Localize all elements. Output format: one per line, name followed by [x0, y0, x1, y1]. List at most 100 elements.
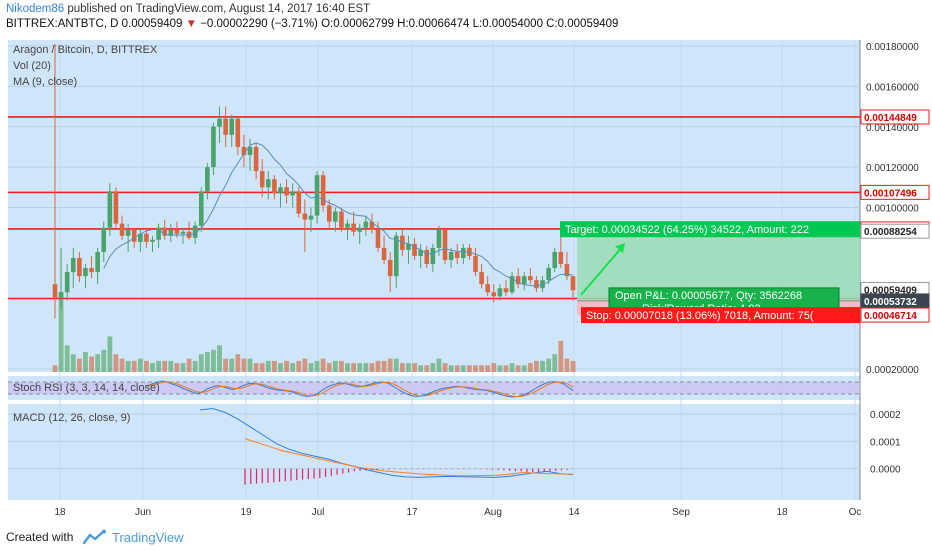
price-tick-label: 0.00120000 — [866, 163, 919, 174]
candle-body — [454, 251, 460, 258]
stoch-band — [8, 382, 860, 394]
volume-bar — [320, 358, 326, 372]
volume-bar — [198, 354, 204, 372]
candle-body — [229, 118, 235, 135]
tradingview-brand[interactable]: TradingView — [112, 530, 184, 545]
time-tick-label: Sep — [672, 507, 690, 518]
candle-body — [119, 223, 125, 236]
volume-bar — [552, 354, 558, 372]
candle-body — [150, 239, 155, 242]
volume-bar — [253, 363, 259, 372]
stop-label-box — [581, 307, 860, 324]
candle-body — [58, 292, 64, 299]
price-tag-label: 0.00046714 — [864, 311, 917, 322]
author-link[interactable]: Nikodem86 — [6, 3, 65, 15]
volume-bar — [454, 365, 460, 372]
time-tick-label: Jun — [135, 507, 151, 518]
candle-body — [308, 215, 314, 220]
volume-bar — [235, 354, 241, 372]
candle-body — [125, 229, 131, 236]
candle-body — [497, 288, 503, 297]
volume-bar — [83, 352, 88, 372]
price-chart[interactable]: 0.00180000 0.00160000 0.00140000 0.00120000… — [0, 36, 932, 524]
volume-bar — [125, 360, 131, 372]
volume-bar — [503, 365, 509, 372]
price-tag-label: 0.00088254 — [864, 227, 917, 238]
volume-bar — [399, 363, 405, 372]
candle-body — [296, 191, 302, 214]
candle-body — [546, 268, 551, 281]
candle-body — [412, 243, 417, 256]
candle-body — [351, 223, 356, 232]
volume-bar — [186, 358, 192, 372]
created-with-label: Created with — [6, 530, 74, 544]
ma-legend: MA (9, close) — [13, 76, 77, 88]
candle-body — [241, 146, 247, 156]
candle-body — [89, 268, 94, 273]
candle-body — [272, 179, 277, 194]
target-label-box — [560, 221, 860, 238]
target-label: Target: 0.00034522 (64.25%) 34522, Amoun… — [565, 224, 809, 236]
volume-bar — [564, 358, 570, 372]
candle-body — [333, 211, 338, 222]
candle-body — [205, 167, 210, 192]
ma-line — [103, 142, 574, 287]
volume-bar — [247, 358, 253, 372]
volume-bar — [326, 363, 332, 372]
volume-bar — [339, 360, 344, 372]
candle-body — [144, 233, 149, 242]
candle-body — [259, 171, 265, 188]
volume-bar — [527, 363, 533, 372]
candle-body — [418, 249, 423, 256]
volume-bar — [229, 358, 235, 372]
candle-body — [400, 235, 405, 250]
volume-bar — [64, 345, 70, 372]
candle-body — [156, 227, 161, 240]
volume-bar — [168, 360, 174, 372]
macd-line — [199, 408, 574, 478]
volume-bar — [144, 360, 149, 372]
volume-bar — [406, 363, 411, 372]
candle-body — [52, 284, 58, 299]
time-tick-label: 19 — [240, 507, 252, 518]
candle-body — [339, 211, 344, 228]
candle-body — [314, 175, 320, 216]
volume-bar — [192, 360, 198, 372]
candle-body — [77, 257, 82, 277]
candle-body — [485, 284, 490, 293]
volume-bar — [95, 354, 101, 372]
volume-bar — [534, 360, 539, 372]
time-tick-label: Jul — [312, 507, 325, 518]
volume-bar — [515, 365, 521, 372]
candle-body — [491, 292, 497, 297]
tradingview-logo-icon — [82, 529, 106, 545]
volume-bar — [509, 363, 515, 372]
volume-bar — [302, 358, 308, 372]
volume-bar — [217, 345, 222, 372]
candle-body — [570, 276, 576, 291]
publish-line: Nikodem86 published on TradingView.com, … — [6, 3, 370, 15]
volume-bar — [521, 365, 527, 372]
candle-body — [235, 118, 241, 147]
time-tick-label: 18 — [776, 507, 788, 518]
volume-bar — [430, 363, 436, 372]
volume-bar — [540, 360, 545, 372]
volume-bar — [332, 360, 338, 372]
candle-body — [284, 187, 289, 196]
candle-body — [290, 191, 295, 196]
ohlc-line: BITTREX:ANTBTC, D 0.00059409 ▼ −0.000022… — [6, 18, 618, 30]
pnl-label: Open P&L: 0.00005677, Qty: 3562268 — [615, 290, 802, 302]
macd-tick-label: 0.0000 — [870, 465, 901, 476]
candle-body — [436, 229, 442, 248]
macd-legend: MACD (12, 26, close, 9) — [13, 412, 130, 424]
stoch-legend: Stoch RSI (3, 3, 14, 14, close) — [13, 382, 160, 394]
candle-body — [528, 276, 533, 281]
volume-bar — [131, 360, 137, 372]
volume-bar — [204, 352, 210, 372]
price-tick-label: 0.00160000 — [866, 82, 919, 93]
candle-body — [442, 229, 448, 260]
volume-bar — [174, 363, 180, 372]
chart-header: Nikodem86 published on TradingView.com, … — [0, 0, 932, 36]
last-price: 0.00059409 — [121, 18, 183, 30]
volume-bar — [363, 363, 369, 372]
